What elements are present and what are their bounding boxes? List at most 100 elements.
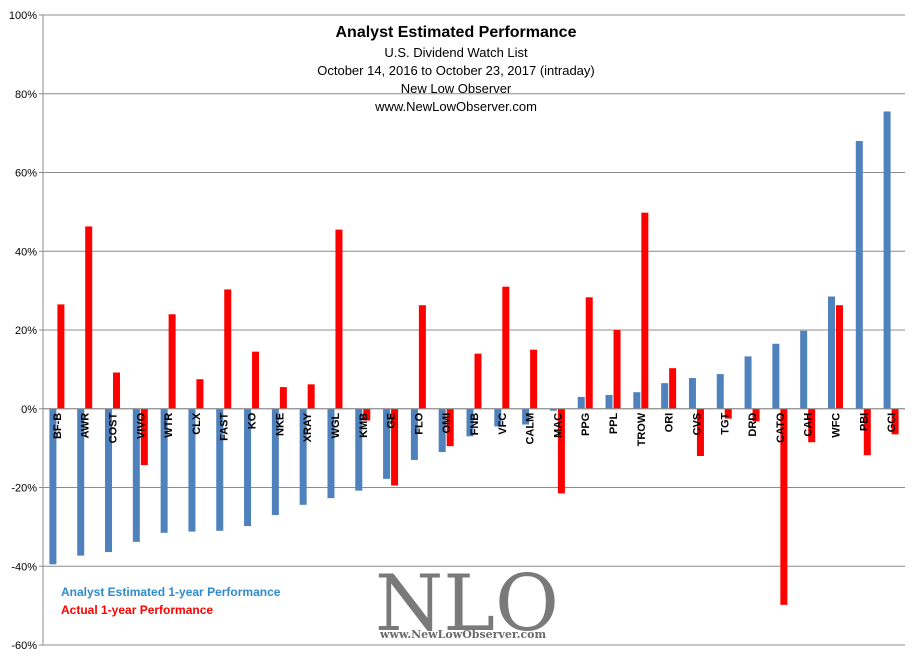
bar-analyst-wfc	[827, 296, 835, 409]
bar-analyst-trow	[633, 392, 641, 409]
bar-actual-ko	[252, 351, 260, 409]
x-tick-label-clx: CLX	[191, 412, 203, 435]
bar-actual-omi	[446, 408, 454, 447]
bar-actual-pbi	[863, 408, 871, 456]
y-tick-label: 100%	[9, 10, 37, 22]
bar-actual-flo	[418, 305, 426, 409]
x-tick-label-wgl: WGL	[330, 412, 342, 438]
bar-analyst-omi	[438, 408, 446, 453]
bar-actual-cvs	[696, 408, 704, 456]
watermark-url: www.NewLowObserver.com	[379, 628, 546, 641]
bar-actual-awr	[85, 226, 93, 409]
bars	[49, 111, 899, 605]
y-axis: 100% 80% 60% 40% 20% 0% -20% -40% -60%	[9, 10, 44, 652]
bar-analyst-clx	[188, 408, 196, 532]
bar-analyst-flo	[410, 408, 418, 460]
x-tick-label-wtr: WTR	[163, 413, 175, 438]
y-tick-label: -20%	[11, 483, 37, 495]
bar-actual-kmb	[363, 408, 371, 421]
legend-entry-actual: Actual 1-year Performance	[61, 603, 213, 617]
x-tick-label-ori: ORI	[664, 413, 676, 433]
chart-subtitle-line-2: October 14, 2016 to October 23, 2017 (in…	[317, 63, 595, 78]
bar-analyst-ppg	[577, 396, 585, 409]
watermark-logo-text: NLO	[375, 559, 559, 649]
bar-analyst-awr	[77, 408, 85, 556]
x-tick-label-fast: FAST	[219, 412, 231, 440]
bar-analyst-cah	[800, 330, 808, 409]
x-tick-label-trow: TROW	[636, 412, 648, 446]
bar-actual-wtr	[168, 314, 176, 409]
bar-actual-fnb	[474, 353, 482, 409]
chart-subtitle-line-3: New Low Observer	[401, 81, 512, 96]
bar-actual-ppg	[585, 297, 593, 409]
y-tick-label: 0%	[21, 404, 37, 416]
bar-analyst-wgl	[327, 408, 335, 499]
bar-actual-tgt	[724, 408, 732, 419]
bar-actual-trow	[641, 212, 649, 409]
x-tick-label-cato: CATO	[775, 412, 787, 443]
bar-actual-fast	[224, 289, 232, 409]
bar-analyst-vfc	[494, 408, 502, 427]
bar-actual-cah	[808, 408, 816, 443]
legend-entry-analyst: Analyst Estimated 1-year Performance	[61, 585, 281, 599]
bar-actual-mac	[557, 408, 565, 494]
x-tick-label-calm: CALM	[525, 413, 537, 445]
watermark-logo: NLO www.NewLowObserver.com	[375, 559, 559, 649]
x-tick-label-fnb: FNB	[469, 413, 481, 436]
chart-subtitle-line-1: U.S. Dividend Watch List	[384, 45, 528, 60]
x-axis-labels: BF-B AWR COST VIVO WTR CLX FAST KO NKE XRAY WGL KMB…	[43, 408, 905, 446]
y-tick-label: 80%	[15, 89, 37, 101]
bar-analyst-ppl	[605, 394, 613, 409]
bar-actual-wgl	[335, 229, 343, 409]
x-tick-label-xray: XRAY	[302, 412, 314, 442]
bar-actual-cost	[113, 372, 121, 409]
x-tick-label-awr: AWR	[80, 413, 92, 439]
bar-actual-gci	[891, 408, 899, 435]
bar-actual-ppl	[613, 330, 621, 409]
y-tick-label: 20%	[15, 325, 37, 337]
bar-analyst-pbi	[855, 141, 863, 409]
x-tick-label-ppl: PPL	[608, 412, 620, 434]
bar-analyst-ori	[661, 383, 669, 409]
chart-title: Analyst Estimated Performance	[336, 24, 577, 41]
chart-subtitle-line-4: www.NewLowObserver.com	[374, 99, 537, 114]
x-tick-label-gci: GCI	[886, 413, 898, 433]
x-tick-label-nke: NKE	[274, 413, 286, 436]
x-tick-label-mac: MAC	[552, 413, 564, 438]
bar-analyst-cato	[772, 343, 780, 409]
y-tick-label: 60%	[15, 168, 37, 180]
bar-analyst-tgt	[716, 374, 724, 409]
x-tick-label-ko: KO	[247, 412, 259, 429]
bar-analyst-cost	[105, 408, 113, 553]
x-tick-label-flo: FLO	[413, 412, 425, 434]
bar-actual-vfc	[502, 286, 510, 409]
bar-analyst-vivo	[132, 408, 140, 542]
bar-analyst-calm	[522, 408, 530, 425]
x-tick-label-ppg: PPG	[580, 413, 592, 436]
bar-actual-clx	[196, 379, 204, 409]
bar-actual-calm	[530, 349, 538, 409]
bar-actual-cato	[780, 408, 788, 605]
bar-analyst-fast	[216, 408, 224, 531]
x-tick-label-vfc: VFC	[497, 413, 509, 435]
bar-analyst-ge	[383, 408, 391, 479]
bar-analyst-wtr	[160, 408, 168, 533]
bar-actual-bf-b	[57, 304, 65, 409]
x-tick-label-bf-b: BF-B	[52, 413, 64, 439]
x-tick-label-ge: GE	[386, 413, 398, 429]
bar-actual-drd	[752, 408, 760, 422]
x-tick-label-omi: OMI	[441, 413, 453, 434]
bar-analyst-nke	[271, 408, 279, 516]
x-tick-label-wfc: WFC	[830, 413, 842, 438]
bar-analyst-ko	[244, 408, 252, 527]
x-tick-label-drd: DRD	[747, 413, 759, 437]
bar-analyst-cvs	[688, 378, 696, 409]
x-tick-label-cost: COST	[108, 412, 120, 443]
bar-analyst-fnb	[466, 408, 474, 437]
bar-actual-wfc	[835, 305, 843, 409]
bar-analyst-bf-b	[49, 408, 57, 565]
legend: Analyst Estimated 1-year Performance Act…	[61, 585, 281, 617]
y-tick-label: 40%	[15, 246, 37, 258]
